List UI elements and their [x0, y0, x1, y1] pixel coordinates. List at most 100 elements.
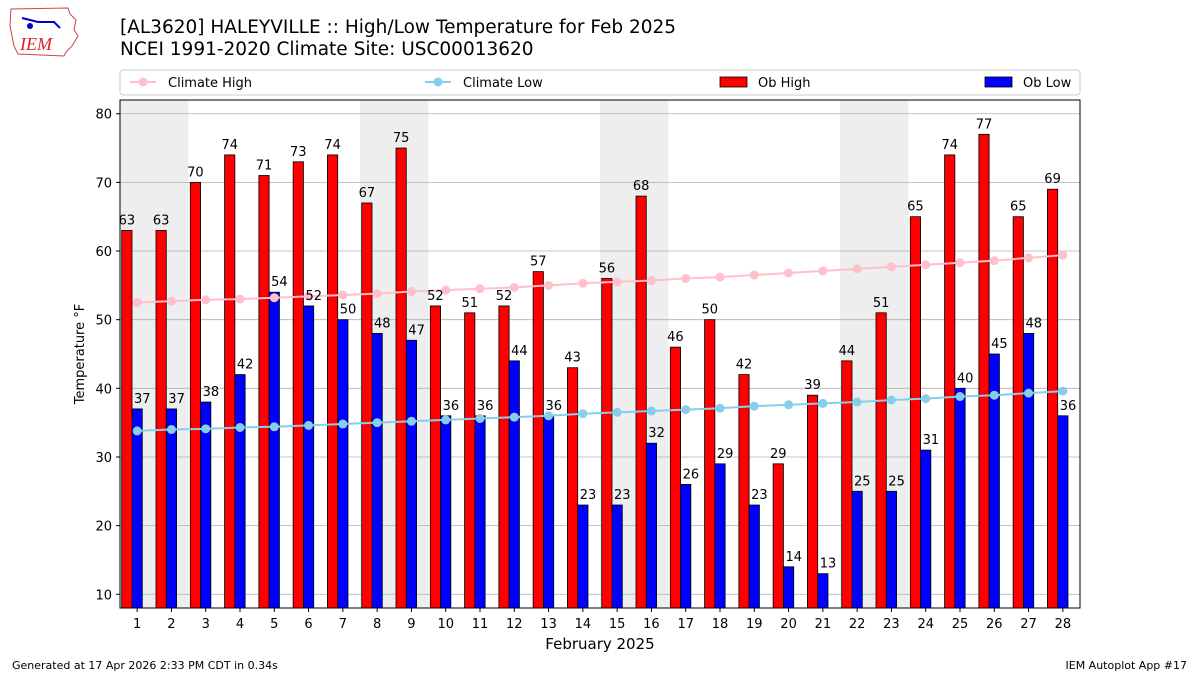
ob-low-bar [577, 504, 589, 609]
ob-low-label: 42 [237, 358, 254, 373]
ob-low-bar [440, 415, 452, 609]
climate-high-point [1024, 253, 1034, 263]
climate-low-point [132, 426, 142, 436]
x-tick-label: 23 [883, 617, 900, 632]
ob-high-bar [498, 305, 510, 609]
ob-high-bar [429, 305, 441, 609]
legend-swatch-icon [984, 76, 1013, 88]
x-tick-label: 3 [202, 617, 210, 632]
ob-low-label: 48 [1025, 316, 1042, 331]
ob-high-label: 68 [633, 179, 650, 194]
ob-high-label: 65 [1010, 200, 1027, 215]
climate-low-point [715, 403, 725, 413]
climate-low-point [372, 418, 382, 428]
x-tick-label: 13 [540, 617, 557, 632]
ob-high-label: 75 [393, 131, 410, 146]
x-tick-label: 2 [167, 617, 175, 632]
ob-low-bar [851, 490, 863, 609]
footer-generated: Generated at 17 Apr 2026 2:33 PM CDT in … [12, 659, 278, 672]
ob-low-bar [165, 408, 177, 609]
climate-high-point [406, 287, 416, 297]
ob-low-bar [543, 415, 555, 609]
ob-high-label: 46 [667, 330, 684, 345]
ob-low-bar [1023, 333, 1035, 609]
legend-label: Climate Low [463, 76, 543, 91]
ob-high-bar [155, 230, 167, 609]
x-tick-label: 27 [1020, 617, 1037, 632]
climate-low-point [955, 392, 965, 402]
ob-high-label: 44 [839, 344, 856, 359]
ob-high-bar [738, 374, 750, 609]
y-tick-label: 20 [95, 520, 112, 535]
x-tick-label: 4 [236, 617, 244, 632]
ob-high-bar [361, 202, 373, 609]
ob-low-bar [783, 566, 795, 609]
climate-low-point [269, 422, 279, 432]
ob-low-label: 23 [751, 488, 768, 503]
x-tick-label: 6 [304, 617, 312, 632]
climate-high-point [886, 262, 896, 272]
x-tick-label: 8 [373, 617, 381, 632]
climate-high-point [166, 296, 176, 306]
footer-app: IEM Autoplot App #17 [1065, 659, 1188, 672]
ob-high-bar [875, 312, 887, 609]
title-line-1: [AL3620] HALEYVILLE :: High/Low Temperat… [120, 17, 677, 38]
climate-high-point [132, 298, 142, 308]
ob-low-bar [474, 415, 486, 609]
x-tick-label: 20 [780, 617, 797, 632]
ob-high-bar [669, 346, 681, 609]
ob-high-label: 56 [599, 261, 616, 276]
ob-low-label: 23 [580, 488, 597, 503]
ob-low-bar [885, 490, 897, 609]
x-tick-label: 26 [986, 617, 1003, 632]
climate-low-point [441, 415, 451, 425]
ob-low-bar [337, 319, 349, 609]
climate-high-point [372, 289, 382, 299]
ob-high-bar [704, 319, 716, 609]
ob-high-label: 63 [153, 213, 170, 228]
legend-label: Ob High [758, 76, 811, 91]
ob-low-bar [680, 484, 692, 609]
ob-high-bar [224, 154, 236, 609]
climate-high-point [818, 266, 828, 276]
climate-high-point [304, 291, 314, 301]
climate-high-point [989, 256, 999, 266]
climate-low-point [475, 414, 485, 424]
ob-high-label: 63 [119, 213, 136, 228]
climate-low-line [137, 390, 1063, 432]
legend-label: Climate High [168, 76, 252, 91]
ob-high-bar [944, 154, 956, 609]
x-tick-label: 21 [815, 617, 832, 632]
x-tick-label: 12 [506, 617, 523, 632]
ob-low-bar [611, 504, 623, 609]
ob-high-bar [772, 463, 784, 609]
ob-low-label: 25 [854, 474, 871, 489]
climate-high-point [681, 273, 691, 283]
ob-high-label: 71 [256, 159, 273, 174]
svg-text:IEM: IEM [19, 34, 53, 54]
y-tick-label: 70 [95, 176, 112, 191]
ob-high-label: 51 [873, 296, 890, 311]
y-tick-label: 40 [95, 382, 112, 397]
legend-marker-icon [433, 77, 443, 87]
climate-low-point [886, 395, 896, 405]
ob-low-label: 37 [168, 392, 185, 407]
x-tick-label: 1 [133, 617, 141, 632]
legend-swatch-icon [719, 76, 748, 88]
climate-high-point [715, 272, 725, 282]
y-tick-label: 10 [95, 588, 112, 603]
climate-low-point [612, 407, 622, 417]
ob-low-label: 13 [820, 557, 837, 572]
climate-low-point [749, 401, 759, 411]
ob-low-label: 32 [648, 426, 665, 441]
x-tick-label: 10 [437, 617, 454, 632]
climate-high-line [137, 254, 1063, 304]
ob-low-label: 47 [408, 323, 425, 338]
x-tick-label: 11 [472, 617, 489, 632]
ob-low-label: 26 [683, 467, 700, 482]
climate-high-point [852, 264, 862, 274]
ob-high-bar [601, 278, 613, 609]
x-tick-label: 7 [339, 617, 347, 632]
ob-low-label: 45 [991, 337, 1008, 352]
ob-high-label: 69 [1044, 172, 1061, 187]
